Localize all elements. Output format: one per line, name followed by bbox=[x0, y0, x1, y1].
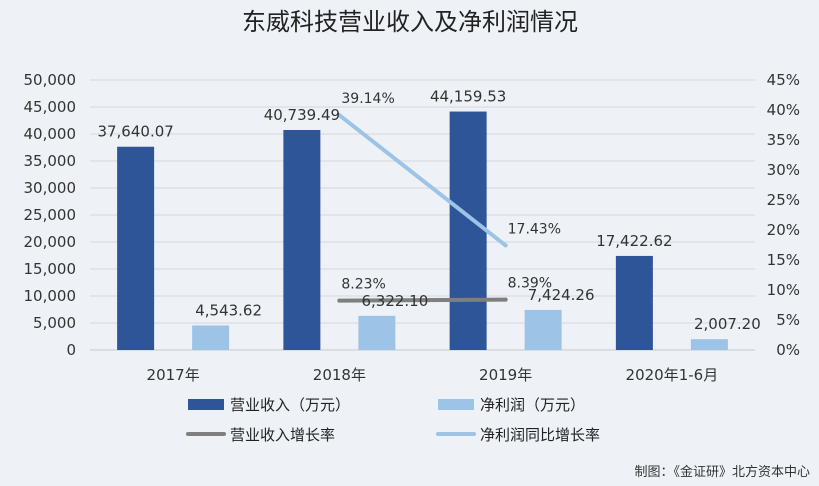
revenue-growth-line bbox=[337, 297, 508, 303]
axis-layer: 0 5,000 10,000 15,000 20,000 25,000 30,000 35,0… bbox=[24, 71, 801, 384]
x-tick-label: 2020年1-6月 bbox=[626, 366, 719, 384]
y2-tick-label: 25% bbox=[767, 191, 800, 209]
line-layer bbox=[337, 113, 508, 303]
legend-label: 净利润同比增长率 bbox=[480, 426, 600, 444]
bar-net-profit bbox=[358, 315, 396, 350]
y2-tick-label: 35% bbox=[767, 131, 800, 149]
y-tick-label: 30,000 bbox=[24, 179, 77, 197]
legend-label: 营业收入（万元） bbox=[230, 396, 350, 414]
y-tick-label: 0 bbox=[66, 341, 76, 359]
y2-tick-label: 20% bbox=[767, 221, 800, 239]
y-tick-label: 50,000 bbox=[24, 71, 77, 89]
line-data-label: 8.39% bbox=[508, 276, 552, 292]
bar-revenue bbox=[283, 130, 321, 350]
bar-revenue bbox=[615, 255, 653, 350]
bar-data-label: 44,159.53 bbox=[430, 88, 506, 106]
label-layer: 37,640.07 40,739.49 44,159.53 17,422.62 4,54… bbox=[97, 88, 760, 334]
y2-tick-label: 5% bbox=[776, 311, 800, 329]
line-data-label: 17.43% bbox=[508, 221, 561, 237]
y-tick-label: 45,000 bbox=[24, 98, 77, 116]
bar-data-label: 37,640.07 bbox=[97, 123, 173, 141]
bar-data-label: 6,322.10 bbox=[361, 292, 428, 310]
x-tick-label: 2017年 bbox=[147, 366, 200, 384]
line-data-label: 8.23% bbox=[341, 277, 385, 293]
legend-swatch bbox=[188, 399, 224, 410]
y-tick-label: 35,000 bbox=[24, 152, 77, 170]
bar-layer bbox=[117, 111, 728, 350]
legend-swatch bbox=[438, 399, 474, 410]
y-tick-label: 20,000 bbox=[24, 233, 77, 251]
bar-net-profit bbox=[524, 309, 562, 350]
line-point bbox=[337, 113, 342, 118]
bar-net-profit bbox=[690, 339, 728, 350]
grid-layer bbox=[90, 79, 755, 351]
bar-data-label: 40,739.49 bbox=[264, 106, 340, 124]
legend-label: 净利润（万元） bbox=[480, 396, 585, 414]
y-tick-label: 5,000 bbox=[33, 314, 76, 332]
y2-tick-label: 40% bbox=[767, 101, 800, 119]
line-data-label: 39.14% bbox=[341, 91, 394, 107]
bar-revenue bbox=[449, 111, 487, 350]
y-tick-label: 15,000 bbox=[24, 260, 77, 278]
y-tick-label: 40,000 bbox=[24, 125, 77, 143]
y2-tick-label: 0% bbox=[776, 341, 800, 359]
x-tick-label: 2018年 bbox=[313, 366, 366, 384]
legend-label: 营业收入增长率 bbox=[230, 426, 335, 444]
credit-text: 制图：《金证研》北方资本中心 bbox=[634, 464, 810, 480]
chart-title: 东威科技营业收入及净利润情况 bbox=[242, 8, 578, 36]
net-profit-growth-line bbox=[337, 113, 508, 248]
y-tick-label: 10,000 bbox=[24, 287, 77, 305]
y2-tick-label: 30% bbox=[767, 161, 800, 179]
bar-revenue bbox=[117, 146, 155, 350]
bar-data-label: 7,424.26 bbox=[528, 286, 595, 304]
line-point bbox=[337, 298, 342, 303]
bar-data-label: 2,007.20 bbox=[694, 315, 761, 333]
line-point bbox=[503, 297, 508, 302]
y2-tick-label: 10% bbox=[767, 281, 800, 299]
y2-tick-label: 15% bbox=[767, 251, 800, 269]
bar-data-label: 17,422.62 bbox=[596, 232, 672, 250]
y2-tick-label: 45% bbox=[767, 71, 800, 89]
x-tick-label: 2019年 bbox=[479, 366, 532, 384]
y-tick-label: 25,000 bbox=[24, 206, 77, 224]
line-point bbox=[503, 243, 508, 248]
bar-net-profit bbox=[192, 325, 230, 350]
bar-data-label: 4,543.62 bbox=[195, 301, 262, 319]
legend-layer: 营业收入（万元） 净利润（万元） 营业收入增长率 净利润同比增长率 bbox=[186, 396, 600, 444]
